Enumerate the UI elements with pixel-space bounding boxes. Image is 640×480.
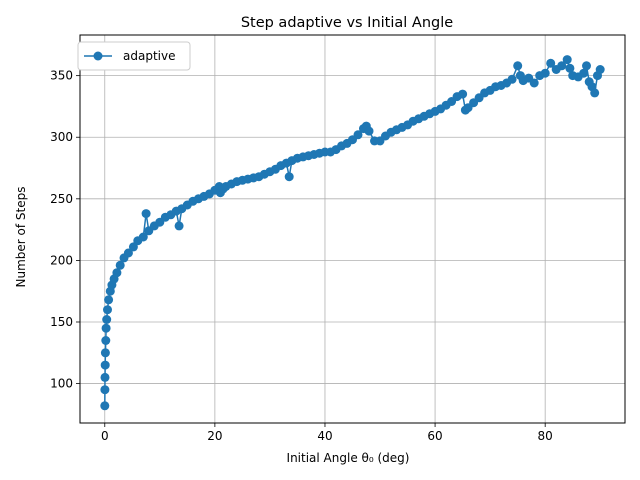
data-point: [102, 315, 112, 324]
y-tick-label: 100: [50, 377, 73, 391]
legend-label-adaptive: adaptive: [123, 49, 175, 63]
data-point: [100, 385, 110, 395]
data-point: [590, 88, 600, 98]
data-point: [582, 61, 591, 71]
axes-frame: [79, 34, 626, 424]
data-point: [174, 221, 184, 231]
data-point: [595, 65, 605, 74]
x-axis-label: Initial Angle θ₀ (deg): [287, 451, 410, 465]
data-point: [507, 74, 517, 84]
y-axis-ticks: 100 150 200 250 300 350: [50, 69, 80, 391]
legend-marker-adaptive: [93, 51, 103, 61]
y-tick-label: 250: [50, 192, 73, 206]
data-point: [141, 209, 151, 219]
data-point: [115, 260, 125, 270]
data-point: [565, 63, 575, 73]
data-point: [123, 248, 133, 258]
x-tick-label: 40: [317, 429, 332, 443]
series-layer: [100, 55, 605, 411]
data-point: [579, 68, 589, 78]
chart-title: Step adaptive vs Initial Angle: [241, 15, 453, 31]
data-point: [100, 401, 110, 411]
legend-box: [77, 41, 191, 71]
data-point: [103, 305, 112, 315]
data-point: [101, 336, 111, 345]
data-point: [562, 55, 572, 65]
data-point: [100, 360, 110, 370]
data-point: [284, 172, 294, 182]
data-point: [529, 78, 539, 88]
x-tick-label: 60: [427, 429, 442, 443]
data-point: [138, 232, 148, 242]
data-point: [546, 58, 556, 68]
data-point: [100, 348, 110, 358]
data-point: [112, 268, 122, 278]
y-tick-label: 350: [50, 69, 73, 83]
data-point: [100, 372, 110, 382]
legend: adaptive: [77, 41, 191, 71]
y-tick-label: 150: [50, 315, 73, 329]
data-point: [513, 61, 523, 71]
y-axis-label: Number of Steps: [14, 187, 28, 288]
data-point: [557, 61, 567, 71]
data-point: [353, 130, 363, 140]
data-point: [458, 89, 468, 99]
data-point: [104, 295, 114, 305]
x-tick-label: 20: [207, 429, 222, 443]
y-tick-label: 300: [50, 130, 73, 144]
x-tick-label: 80: [538, 429, 553, 443]
x-tick-label: 0: [101, 429, 109, 443]
data-point: [364, 126, 374, 136]
data-point: [540, 68, 550, 78]
data-point: [101, 323, 111, 333]
x-axis-ticks: 0 20 40 60 80: [101, 423, 553, 443]
y-tick-label: 200: [50, 253, 73, 267]
